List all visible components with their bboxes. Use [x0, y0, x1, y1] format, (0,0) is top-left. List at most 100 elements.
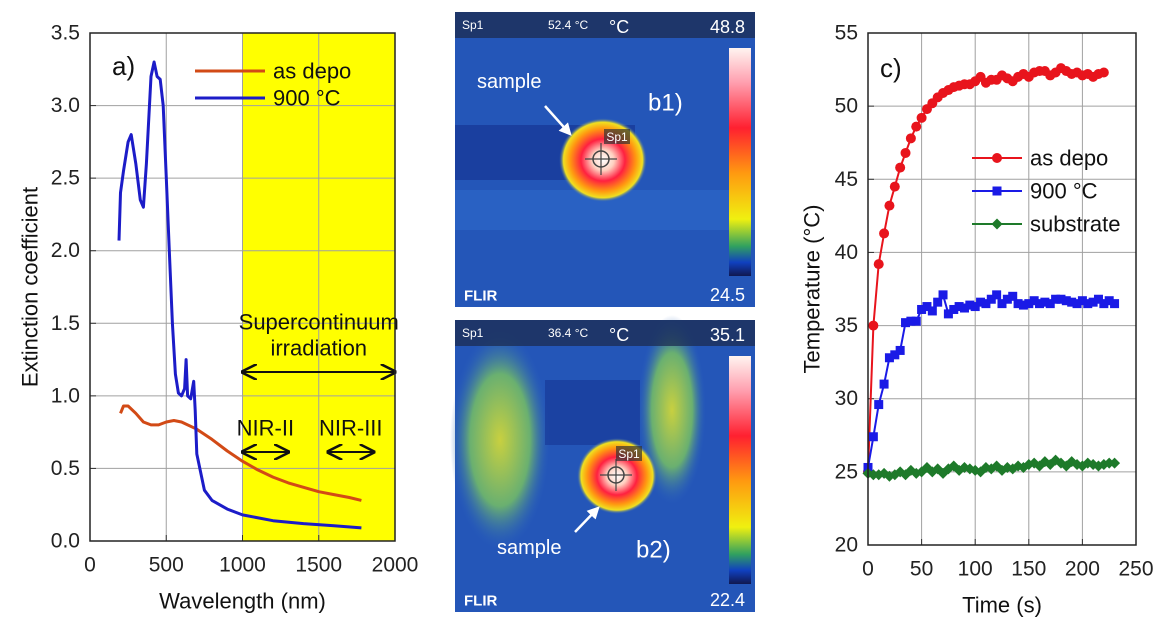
y-tick-label: 2.5: [51, 167, 80, 190]
hot-spot: [559, 118, 647, 202]
point: [959, 303, 969, 313]
point: [900, 147, 911, 158]
axes-frame: [867, 32, 1137, 546]
point: [1104, 296, 1114, 306]
point: [890, 350, 900, 360]
point: [1013, 299, 1023, 309]
y-tick-label: 0.0: [51, 530, 80, 553]
point: [879, 379, 889, 389]
y-tick-label: 45: [835, 168, 858, 191]
unit: °C: [609, 325, 629, 345]
x-tick-label: 250: [1118, 558, 1153, 581]
x-axis-title: Wavelength (nm): [159, 589, 326, 614]
point: [981, 299, 991, 309]
point: [868, 432, 878, 442]
point: [922, 302, 932, 312]
point: [1098, 67, 1109, 78]
y-tick-label: 1.5: [51, 312, 80, 335]
point: [954, 302, 964, 312]
point: [949, 304, 959, 314]
panel-label: b1): [648, 90, 683, 117]
x-tick-label: 0: [84, 554, 96, 577]
series-line: [119, 404, 362, 502]
point: [1077, 296, 1087, 306]
spot-marker-label: Sp1: [606, 130, 628, 144]
panel-label: c): [880, 53, 902, 83]
y-tick-label: 25: [835, 460, 858, 483]
y-tick-label: 1.0: [51, 384, 80, 407]
warm-region: [450, 330, 550, 550]
warm-region: [638, 315, 706, 505]
x-tick-label: 0: [862, 558, 874, 581]
spot-temperature: 52.4 °C: [548, 18, 588, 32]
spot-temperature: 36.4 °C: [548, 326, 588, 340]
thermal-image: Sp1 Sp1 36.4 °C °C 35.1 22.4 FLIR sample…: [450, 315, 755, 612]
y-tick-label: 40: [835, 241, 858, 264]
x-tick-label: 50: [910, 558, 933, 581]
point: [895, 162, 906, 173]
sample-label: sample: [477, 71, 541, 93]
x-tick-label: 100: [958, 558, 993, 581]
brand: FLIR: [464, 288, 497, 305]
spot-name: Sp1: [462, 18, 484, 32]
brand: FLIR: [464, 593, 497, 610]
annotation: irradiation: [270, 336, 367, 361]
scale-max: 35.1: [710, 325, 745, 345]
point: [901, 318, 911, 328]
point: [1099, 299, 1109, 309]
point: [1083, 299, 1093, 309]
point: [1018, 300, 1028, 310]
y-tick-label: 0.5: [51, 457, 80, 480]
x-tick-label: 200: [1065, 558, 1100, 581]
y-tick-label: 3.0: [51, 94, 80, 117]
y-axis-title: Temperature (°C): [800, 205, 825, 374]
point: [873, 259, 884, 270]
point: [1088, 297, 1098, 307]
point: [991, 218, 1003, 230]
scale-max: 48.8: [710, 17, 745, 37]
top-bar: [455, 12, 755, 38]
point: [943, 309, 953, 319]
point: [1040, 297, 1050, 307]
y-tick-label: 30: [835, 387, 858, 410]
y-tick-label: 20: [835, 534, 858, 557]
point: [970, 302, 980, 312]
annotation: Supercontinuum: [239, 310, 399, 335]
spot-label-box: [616, 446, 642, 461]
point: [986, 294, 996, 304]
legend-label: as depo: [1030, 146, 1108, 171]
point: [1109, 457, 1121, 469]
y-tick-label: 2.0: [51, 239, 80, 262]
point: [884, 353, 894, 363]
point: [965, 300, 975, 310]
point: [933, 297, 943, 307]
spot-marker-label: Sp1: [618, 447, 640, 461]
plot-area: [868, 33, 1136, 545]
point: [1061, 296, 1071, 306]
point: [1051, 294, 1061, 304]
y-tick-label: 55: [835, 22, 858, 45]
point: [895, 345, 905, 355]
thermal-image: Sp1 Sp1 52.4 °C °C 48.8 24.5 FLIR sample…: [455, 12, 755, 307]
scale-min: 24.5: [710, 285, 745, 305]
point: [884, 200, 895, 211]
crosshair: [600, 459, 632, 491]
unit: °C: [609, 17, 629, 37]
y-axis-title: Extinction coefficient: [18, 187, 43, 387]
crosshair: [585, 143, 617, 175]
point: [1008, 291, 1018, 301]
point: [1056, 294, 1066, 304]
point: [905, 133, 916, 144]
image-shade: [545, 380, 640, 445]
point: [1029, 296, 1039, 306]
point: [917, 304, 927, 314]
panel-label: b2): [636, 537, 671, 564]
scale-min: 22.4: [710, 590, 745, 610]
chart: 0 500 1000 1500 2000 0.0 0.5 1.0 1.5 2.0 2.5 3.0 3.5…: [18, 22, 419, 614]
sample-arrow: [574, 506, 600, 533]
point: [874, 400, 884, 410]
point: [1002, 294, 1012, 304]
point: [1024, 299, 1034, 309]
top-bar: [455, 320, 755, 346]
point: [992, 290, 1002, 300]
